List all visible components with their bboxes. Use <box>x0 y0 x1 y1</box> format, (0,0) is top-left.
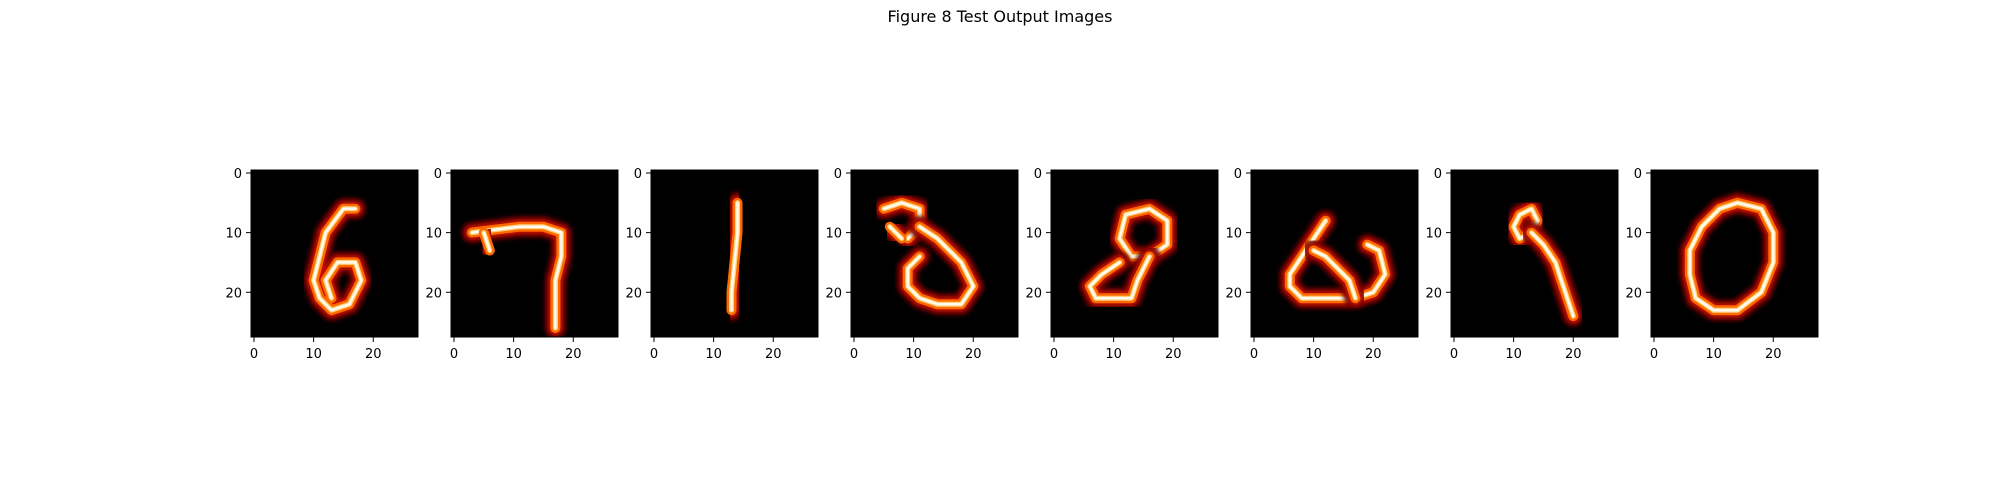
image-background <box>451 170 618 337</box>
figure-title: Figure 8 Test Output Images <box>887 7 1113 26</box>
digit-stroke <box>482 231 492 252</box>
x-tick-label: 10 <box>505 347 522 362</box>
x-tick-label: 10 <box>1705 347 1722 362</box>
y-tick-label: 20 <box>1025 286 1042 301</box>
digit-image-1 <box>720 191 749 322</box>
axes-frame <box>1250 169 1419 338</box>
x-tick-label: 0 <box>650 347 658 362</box>
digit-image-2 <box>1278 209 1397 310</box>
digit-image-9 <box>1502 197 1585 328</box>
x-tick-label: 10 <box>905 347 922 362</box>
x-tick-label: 0 <box>1650 347 1658 362</box>
y-tick-label: 0 <box>1034 167 1042 182</box>
x-tick-label: 20 <box>765 347 782 362</box>
y-tick-label: 0 <box>634 167 642 182</box>
y-tick-label: 10 <box>1025 227 1042 242</box>
x-tick-label: 10 <box>1505 347 1522 362</box>
y-tick-label: 20 <box>625 286 642 301</box>
image-panel-3: 0 10 20 0 10 20 <box>625 167 819 362</box>
y-tick-label: 10 <box>1425 227 1442 242</box>
digit-stroke <box>312 207 363 312</box>
y-tick-label: 20 <box>225 286 242 301</box>
axes-frame <box>650 169 819 338</box>
axes-frame <box>450 169 619 338</box>
y-tick-label: 10 <box>625 227 642 242</box>
x-tick-label: 10 <box>1305 347 1322 362</box>
x-tick-label: 0 <box>850 347 858 362</box>
digit-image-0 <box>1678 191 1785 322</box>
digit-stroke <box>906 225 975 306</box>
y-tick-label: 20 <box>1225 286 1242 301</box>
x-tick-label: 0 <box>1250 347 1258 362</box>
axes-frame <box>850 169 1019 338</box>
digit-stroke <box>888 225 903 240</box>
y-tick-label: 20 <box>1625 286 1642 301</box>
x-tick-label: 10 <box>705 347 722 362</box>
image-panel-5: 0 10 20 0 10 20 <box>1025 167 1219 362</box>
y-tick-label: 0 <box>834 167 842 182</box>
y-tick-label: 0 <box>434 167 442 182</box>
x-tick-label: 20 <box>1565 347 1582 362</box>
x-tick-label: 10 <box>305 347 322 362</box>
image-panel-2: 0 10 20 0 10 20 <box>425 167 619 362</box>
y-tick-label: 10 <box>825 227 842 242</box>
y-tick-label: 20 <box>425 286 442 301</box>
x-tick-label: 20 <box>1765 347 1782 362</box>
x-tick-label: 10 <box>1105 347 1122 362</box>
image-panel-4: 0 10 20 0 10 20 <box>825 167 1019 362</box>
x-tick-label: 20 <box>565 347 582 362</box>
digit-stroke <box>730 201 739 312</box>
y-tick-label: 10 <box>425 227 442 242</box>
digit-stroke <box>1530 231 1575 318</box>
image-background <box>1451 170 1618 337</box>
digit-image-6 <box>302 197 373 322</box>
digit-stroke <box>470 225 563 330</box>
axes-frame <box>1450 169 1619 338</box>
y-tick-label: 20 <box>825 286 842 301</box>
digit-image-3 <box>872 191 985 316</box>
x-tick-label: 0 <box>1050 347 1058 362</box>
y-tick-label: 0 <box>1634 167 1642 182</box>
axes-frame <box>1650 169 1819 338</box>
image-panel-7: 0 10 20 0 10 20 <box>1425 167 1619 362</box>
y-tick-label: 0 <box>1434 167 1442 182</box>
x-tick-label: 20 <box>965 347 982 362</box>
x-tick-label: 20 <box>365 347 382 362</box>
y-tick-label: 20 <box>1425 286 1442 301</box>
y-tick-label: 0 <box>234 167 242 182</box>
y-tick-label: 10 <box>1625 227 1642 242</box>
digit-stroke <box>1312 249 1357 300</box>
y-tick-label: 10 <box>1225 227 1242 242</box>
x-tick-label: 0 <box>450 347 458 362</box>
digit-image-7 <box>460 215 573 337</box>
image-panel-6: 0 10 20 0 10 20 <box>1225 167 1419 362</box>
image-panel-1: 0 10 20 0 10 20 <box>225 167 419 362</box>
digit-stroke <box>1688 201 1775 312</box>
x-tick-label: 0 <box>1450 347 1458 362</box>
y-tick-label: 0 <box>1234 167 1242 182</box>
image-panel-8: 0 10 20 0 10 20 <box>1625 167 1819 362</box>
axes-frame <box>250 169 419 338</box>
digit-image-8 <box>1078 197 1179 310</box>
axes-frame <box>1050 169 1219 338</box>
y-tick-label: 10 <box>225 227 242 242</box>
x-tick-label: 20 <box>1165 347 1182 362</box>
x-tick-label: 20 <box>1365 347 1382 362</box>
digit-stroke <box>1088 255 1151 300</box>
x-tick-label: 0 <box>250 347 258 362</box>
